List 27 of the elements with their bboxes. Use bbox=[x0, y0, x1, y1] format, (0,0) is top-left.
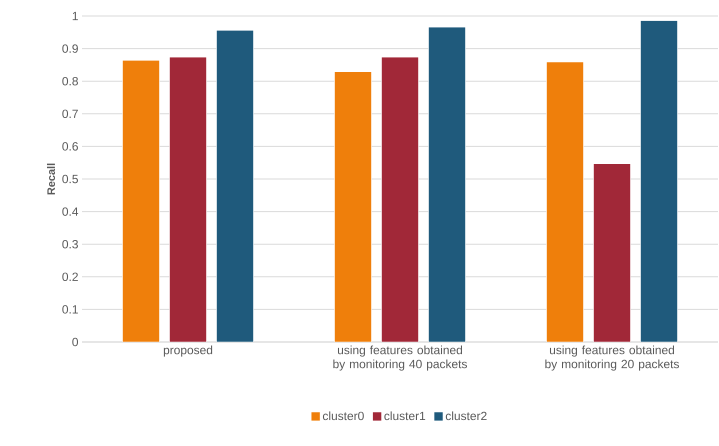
y-tick-label: 0.6 bbox=[62, 142, 78, 151]
y-tick-label: 0 bbox=[72, 338, 78, 346]
y-tick-label: 0.4 bbox=[62, 207, 78, 216]
bar bbox=[122, 60, 160, 342]
y-axis-title: Recall bbox=[46, 164, 56, 194]
bar bbox=[381, 56, 419, 342]
bar bbox=[216, 30, 254, 342]
x-tick-label: using features obtained by monitoring 40 packets bbox=[333, 346, 467, 371]
bar bbox=[334, 71, 372, 342]
y-tick-label: 0.9 bbox=[62, 44, 78, 53]
y-tick-label: 1 bbox=[72, 12, 78, 20]
y-tick-label: 0.3 bbox=[62, 240, 78, 248]
bar bbox=[593, 163, 631, 342]
y-tick-label: 0.7 bbox=[62, 110, 78, 118]
bar bbox=[169, 56, 207, 342]
legend-label: cluster0 bbox=[322, 411, 364, 420]
bar bbox=[640, 20, 678, 342]
bar bbox=[428, 26, 466, 342]
legend-label: cluster1 bbox=[384, 411, 426, 420]
y-tick-label: 0.2 bbox=[62, 272, 78, 282]
x-tick-label: using features obtained by monitoring 20 packets bbox=[545, 346, 679, 371]
y-tick-label: 0.8 bbox=[62, 76, 78, 86]
legend-label: cluster2 bbox=[446, 411, 487, 420]
x-tick-label: proposed bbox=[164, 346, 212, 357]
y-tick-label: 0.5 bbox=[62, 174, 78, 184]
bar bbox=[546, 62, 584, 342]
y-tick-label: 0.1 bbox=[62, 305, 78, 314]
